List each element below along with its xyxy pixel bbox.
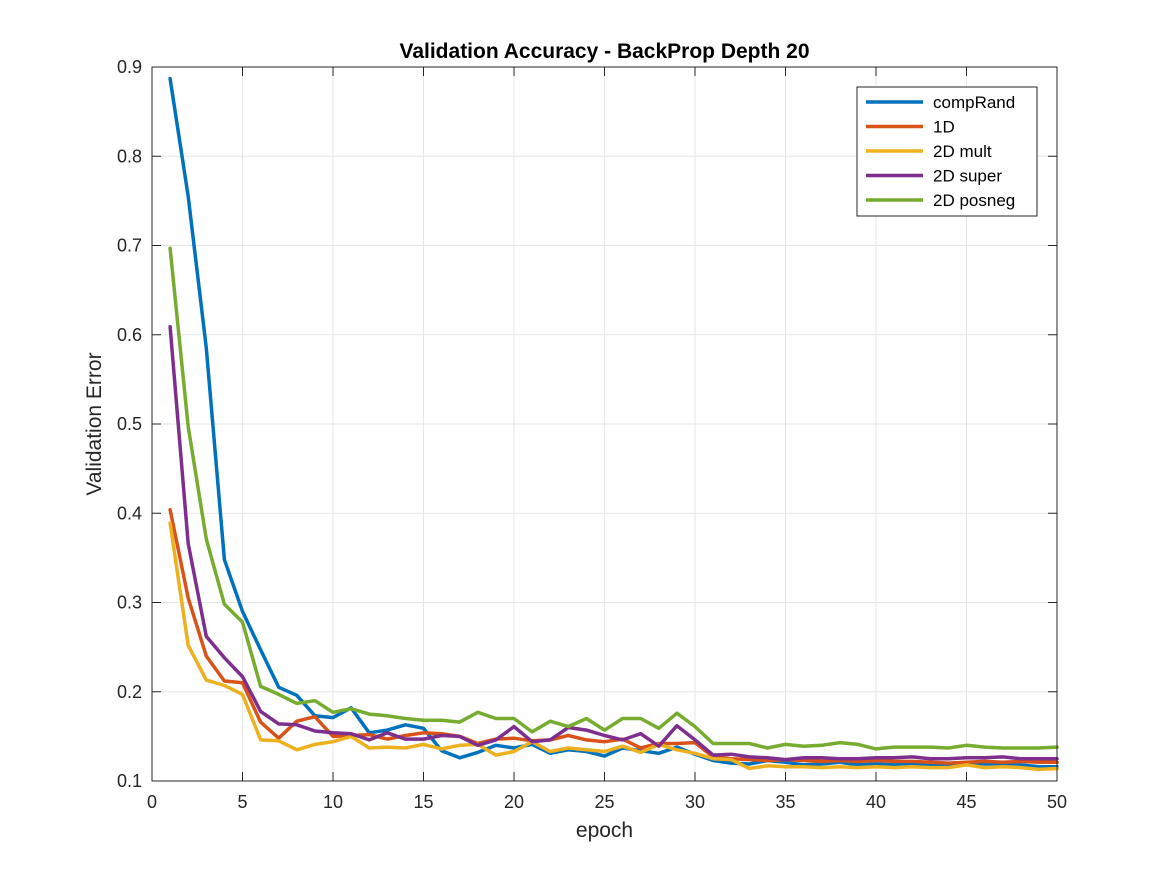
x-tick-label: 30 [685,792,705,812]
y-tick-label: 0.7 [117,236,142,256]
x-tick-label: 35 [775,792,795,812]
x-tick-label: 15 [413,792,433,812]
series-line-2d-super [168,324,1059,762]
legend-label: 2D super [933,167,1002,186]
y-tick-label: 0.6 [117,325,142,345]
x-tick-label: 50 [1047,792,1067,812]
y-tick-label: 0.3 [117,593,142,613]
series-line-1d [168,507,1059,765]
x-tick-label: 10 [323,792,343,812]
x-axis-label: epoch [576,819,633,842]
legend-label: compRand [933,93,1015,112]
series-line-2d-posneg [168,246,1059,751]
x-tick-label: 0 [147,792,157,812]
series-lines [168,76,1059,772]
x-tick-label: 25 [594,792,614,812]
y-tick-label: 0.2 [117,682,142,702]
x-tick-label: 20 [504,792,524,812]
legend-label: 1D [933,118,955,137]
series-line-2d-mult [168,521,1059,772]
y-tick-label: 0.5 [117,414,142,434]
axis-ticks [151,66,1058,782]
x-tick-label: 40 [866,792,886,812]
y-tick-label: 0.8 [117,146,142,166]
y-tick-label: 0.9 [117,57,142,77]
chart-title: Validation Accuracy - BackProp Depth 20 [399,40,809,63]
legend: compRand 1D 2D mult 2D super 2D posneg [856,86,1038,217]
y-tick-label: 0.4 [117,503,142,523]
y-axis-label: Validation Error [83,352,106,495]
x-tick-label: 5 [237,792,247,812]
series-line-comprand [168,76,1059,769]
legend-label: 2D posneg [933,191,1015,210]
y-tick-label: 0.1 [117,771,142,791]
x-tick-label: 45 [956,792,976,812]
tick-labels: 0 5 10 15 20 25 30 35 40 45 50 0.1 0.2 0.3 0.4 0.5 0.6 0.… [117,57,1067,812]
legend-label: 2D mult [933,142,992,161]
